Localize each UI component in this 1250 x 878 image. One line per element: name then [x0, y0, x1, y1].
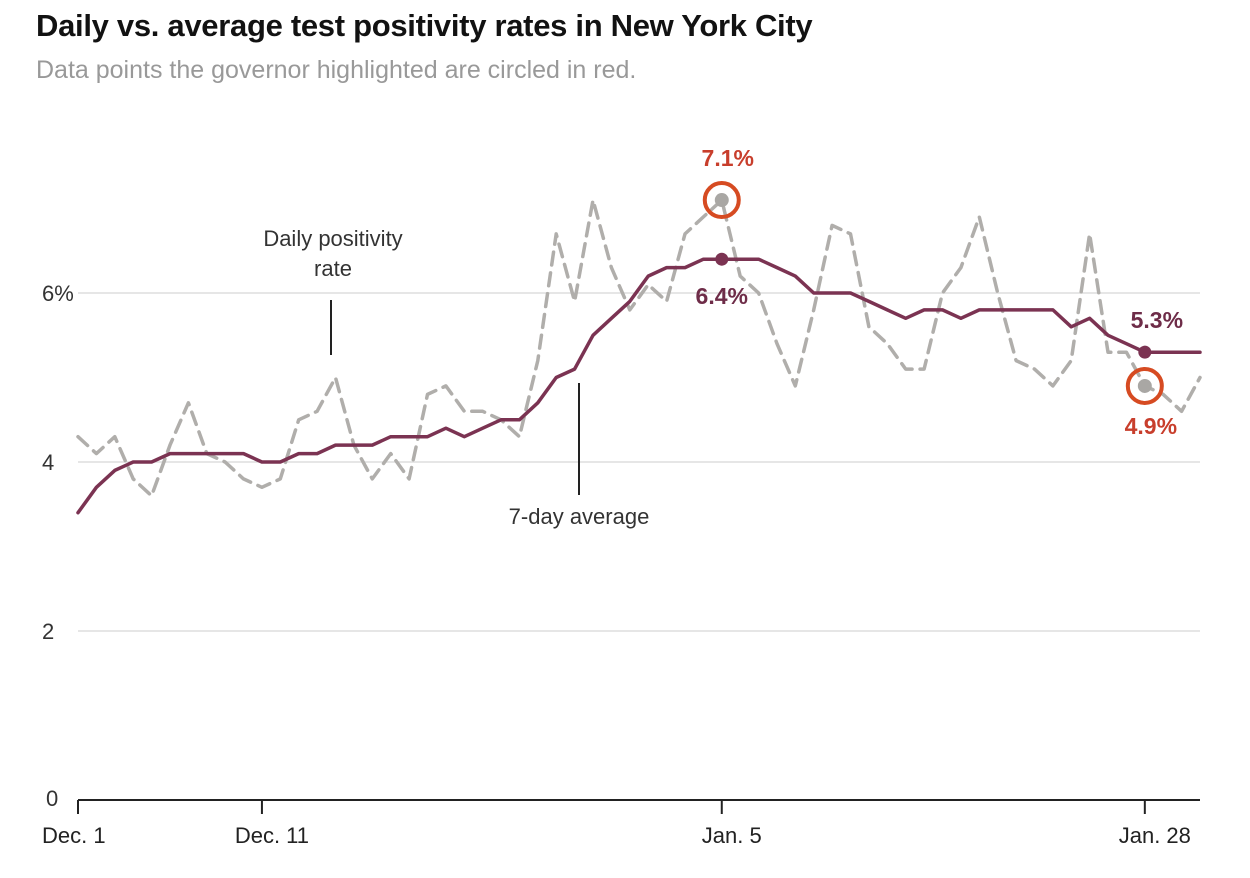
highlight-marks: 7.1% 6.4% 5.3% 4.9% [696, 145, 1183, 439]
average-highlight-point [1138, 345, 1152, 359]
highlight-ring [1125, 366, 1164, 405]
x-tick-label: Jan. 5 [702, 823, 762, 848]
seven-day-average-line [76, 257, 1202, 515]
highlight-ring [702, 181, 741, 220]
series-annotations: Daily positivity rate 7-day average [263, 226, 649, 529]
y-tick-label: 0 [46, 786, 58, 811]
data-label: 7.1% [702, 145, 754, 171]
daily-series-label: rate [314, 256, 352, 281]
data-label: 5.3% [1131, 307, 1183, 333]
y-tick-label: 4 [42, 450, 54, 475]
x-tick-label: Dec. 11 [235, 823, 309, 848]
x-tick-label: Jan. 28 [1119, 823, 1191, 848]
y-tick-label: 6% [42, 281, 74, 306]
series-lines [76, 198, 1202, 515]
y-tick-labels: 0 2 4 6% [42, 281, 74, 811]
daily-highlight-point [1137, 378, 1152, 393]
data-label: 6.4% [696, 283, 748, 309]
x-tick-label: Dec. 1 [42, 823, 106, 848]
x-axis: Dec. 1 Dec. 11 Jan. 5 Jan. 28 [42, 799, 1200, 848]
daily-highlight-point [714, 193, 729, 208]
chart-title: Daily vs. average test positivity rates … [36, 8, 813, 43]
gridlines [78, 292, 1200, 632]
y-tick-label: 2 [42, 619, 54, 644]
data-label: 4.9% [1125, 413, 1177, 439]
daily-rate-line [76, 198, 1202, 498]
average-series-label: 7-day average [509, 504, 650, 529]
chart-subtitle: Data points the governor highlighted are… [36, 56, 637, 84]
daily-series-label: Daily positivity [263, 226, 402, 251]
average-highlight-point [715, 252, 729, 266]
